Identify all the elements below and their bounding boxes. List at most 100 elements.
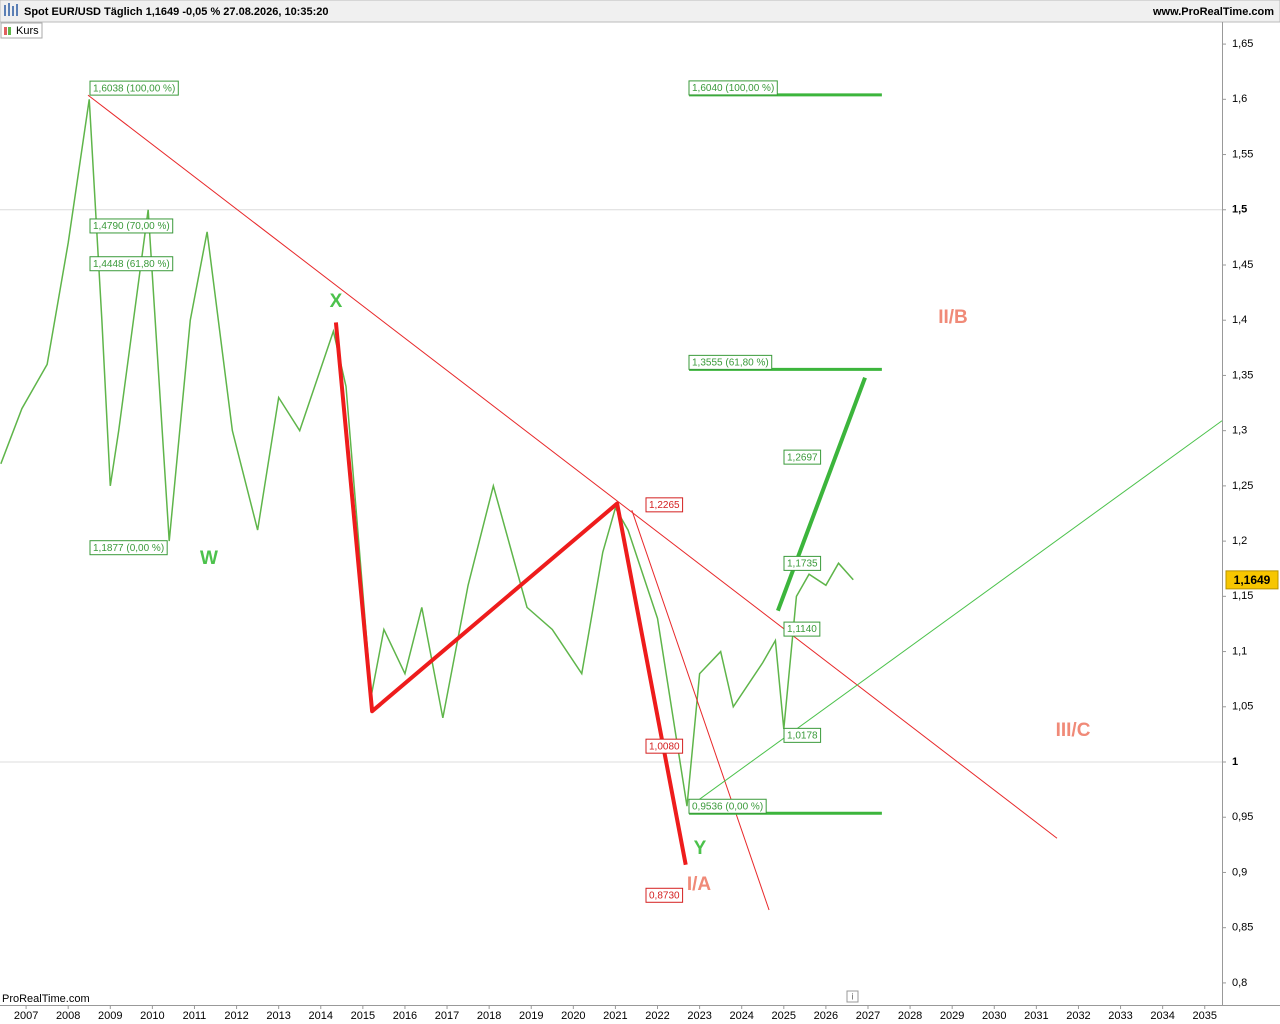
x-tick-label: 2029 bbox=[940, 1010, 964, 1022]
annotation: 1,2697 bbox=[783, 449, 822, 465]
annotation-box bbox=[89, 256, 174, 272]
annotation-label: 1,4448 (61,80 %) bbox=[93, 259, 170, 270]
wave-label: I/A bbox=[687, 874, 712, 895]
annotation: 1,3555 (61,80 %) bbox=[688, 354, 773, 370]
wave-label: X bbox=[330, 291, 343, 312]
last-price-label: 1,1649 bbox=[1234, 573, 1271, 587]
x-tick-label: 2017 bbox=[435, 1010, 459, 1022]
trend-line bbox=[689, 420, 1223, 807]
y-tick-label: 0,8 bbox=[1232, 977, 1247, 989]
annotation-box bbox=[89, 80, 179, 96]
y-tick-label: 1,55 bbox=[1232, 148, 1253, 160]
annotation-label: 1,0080 bbox=[649, 741, 680, 752]
wave-label: Y bbox=[694, 838, 707, 859]
x-tick-label: 2011 bbox=[183, 1010, 207, 1022]
annotation-box bbox=[89, 218, 174, 234]
annotation-box bbox=[645, 497, 684, 513]
annotation-label: 1,2697 bbox=[787, 452, 818, 463]
x-tick-label: 2012 bbox=[224, 1010, 248, 1022]
watermark: ProRealTime.com bbox=[2, 993, 90, 1005]
annotation: 1,0080 bbox=[645, 738, 684, 754]
x-tick-label: 2022 bbox=[645, 1010, 669, 1022]
y-tick-label: 1,5 bbox=[1232, 204, 1247, 216]
annotation-box bbox=[89, 540, 168, 556]
y-tick-label: 1 bbox=[1232, 756, 1238, 768]
x-tick-label: 2031 bbox=[1024, 1010, 1048, 1022]
annotation-label: 1,1877 (0,00 %) bbox=[93, 543, 164, 554]
legend-box bbox=[0, 22, 43, 39]
annotation-box bbox=[783, 555, 822, 571]
x-tick-label: 2015 bbox=[351, 1010, 375, 1022]
info-icon[interactable]: i bbox=[846, 990, 859, 1003]
y-tick-label: 1,4 bbox=[1232, 314, 1247, 326]
annotation: 1,4448 (61,80 %) bbox=[89, 256, 174, 272]
x-tick-label: 2008 bbox=[56, 1010, 80, 1022]
x-tick-label: 2010 bbox=[140, 1010, 164, 1022]
annotation-box bbox=[783, 727, 822, 743]
annotation-label: 1,4790 (70,00 %) bbox=[93, 221, 170, 232]
annotation: 1,2265 bbox=[645, 497, 684, 513]
annotation-box bbox=[645, 738, 684, 754]
x-tick-label: 2020 bbox=[561, 1010, 585, 1022]
x-tick-label: 2026 bbox=[814, 1010, 838, 1022]
annotation-label: 1,3555 (61,80 %) bbox=[692, 358, 769, 369]
trend-line bbox=[333, 322, 688, 866]
y-tick-label: 0,95 bbox=[1232, 811, 1253, 823]
x-tick-label: 2007 bbox=[14, 1010, 38, 1022]
x-tick-label: 2025 bbox=[772, 1010, 796, 1022]
plot-area: 1,6038 (100,00 %) 1,4790 (70,00 %) 1,4448 … bbox=[0, 80, 1223, 911]
y-tick-label: 1,65 bbox=[1232, 38, 1253, 50]
x-tick-label: 2032 bbox=[1066, 1010, 1090, 1022]
annotation-box bbox=[688, 80, 778, 96]
x-tick-label: 2028 bbox=[898, 1010, 922, 1022]
x-tick-label: 2014 bbox=[309, 1010, 333, 1022]
annotation: 1,1140 bbox=[783, 621, 821, 637]
annotation-box bbox=[645, 887, 684, 903]
annotation-label: 0,8730 bbox=[649, 890, 680, 901]
x-tick-label: 2033 bbox=[1108, 1010, 1132, 1022]
annotation: 1,6040 (100,00 %) bbox=[688, 80, 778, 96]
x-tick-label: 2023 bbox=[687, 1010, 711, 1022]
annotation-label: 1,1140 bbox=[787, 624, 817, 635]
title-bar bbox=[0, 0, 1280, 23]
y-tick-label: 1,35 bbox=[1232, 369, 1253, 381]
annotation: 1,0178 bbox=[783, 727, 822, 743]
annotation: 1,4790 (70,00 %) bbox=[89, 218, 174, 234]
x-tick-label: 2018 bbox=[477, 1010, 501, 1022]
annotation: 1,6038 (100,00 %) bbox=[89, 80, 179, 96]
y-tick-label: 1,15 bbox=[1232, 590, 1253, 602]
annotation: 1,1735 bbox=[783, 555, 822, 571]
y-tick-label: 1,05 bbox=[1232, 701, 1253, 713]
x-tick-label: 2027 bbox=[856, 1010, 880, 1022]
y-tick-label: 0,85 bbox=[1232, 922, 1253, 934]
app-icon bbox=[4, 3, 18, 16]
trend-line bbox=[87, 94, 1058, 839]
x-tick-label: 2024 bbox=[729, 1010, 753, 1022]
last-price-box bbox=[1225, 570, 1279, 590]
x-tick-label: 2019 bbox=[519, 1010, 543, 1022]
trend-line bbox=[776, 376, 867, 612]
y-tick-label: 1,45 bbox=[1232, 259, 1253, 271]
x-tick-label: 2030 bbox=[982, 1010, 1006, 1022]
wave-label: II/B bbox=[938, 307, 968, 328]
y-tick-label: 0,9 bbox=[1232, 866, 1247, 878]
wave-label: W bbox=[200, 548, 218, 569]
legend-swatch bbox=[8, 27, 11, 35]
svg-text:i: i bbox=[852, 991, 854, 1001]
annotation-label: 1,2265 bbox=[649, 500, 680, 511]
x-tick-label: 2013 bbox=[266, 1010, 290, 1022]
trend-line bbox=[631, 510, 770, 911]
annotation: 0,9536 (0,00 %) bbox=[688, 798, 767, 814]
legend-label: Kurs bbox=[16, 25, 39, 37]
y-tick-label: 1,6 bbox=[1232, 93, 1247, 105]
x-tick-label: 2034 bbox=[1150, 1010, 1174, 1022]
y-tick-label: 1,2 bbox=[1232, 535, 1247, 547]
x-tick-label: 2035 bbox=[1192, 1010, 1216, 1022]
annotation-label: 1,1735 bbox=[787, 559, 818, 570]
chart-title: Spot EUR/USD Täglich 1,1649 -0,05 % 27.0… bbox=[24, 6, 328, 18]
annotation-box bbox=[688, 798, 767, 814]
annotation-box bbox=[688, 354, 773, 370]
annotation-label: 1,0178 bbox=[787, 730, 818, 741]
